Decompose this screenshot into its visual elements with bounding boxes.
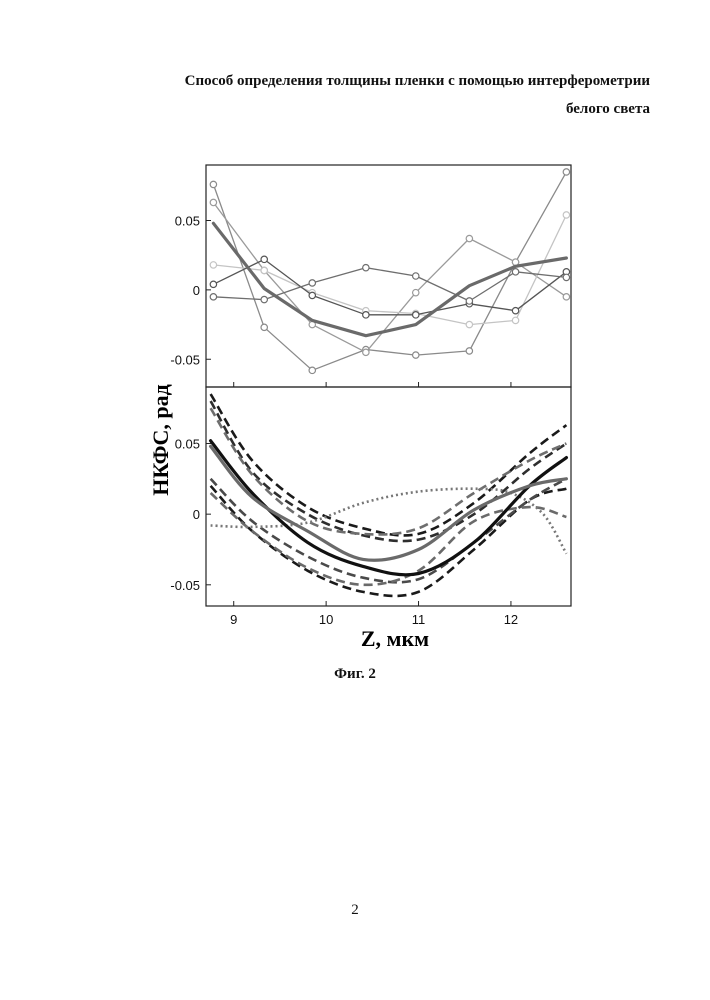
top-plot-frame bbox=[206, 165, 571, 387]
top-y-tick-label: -0.05 bbox=[170, 352, 200, 367]
top-series-4-marker bbox=[261, 256, 267, 262]
top-series-3-marker bbox=[210, 262, 216, 268]
top-series-5-marker bbox=[261, 296, 267, 302]
y-axis-label: НКФС, рад bbox=[148, 384, 173, 496]
top-series-4-marker bbox=[363, 312, 369, 318]
figure-chart: 0.05 0 -0.05 0.05 0 -0.05 9 10 11 12 НКФС, рад Z… bbox=[140, 160, 590, 660]
bottom-y-tick-label: 0.05 bbox=[175, 437, 200, 452]
top-panel: 0.05 0 -0.05 bbox=[170, 165, 571, 387]
top-series-2-marker bbox=[466, 235, 472, 241]
x-tick-label: 11 bbox=[412, 612, 426, 627]
top-series-1-marker bbox=[563, 169, 569, 175]
top-series-2-marker bbox=[363, 349, 369, 355]
top-series-1-marker bbox=[261, 324, 267, 330]
x-tick-label: 12 bbox=[504, 612, 518, 627]
top-series-5-marker bbox=[466, 298, 472, 304]
top-series-2-marker bbox=[413, 289, 419, 295]
bottom-series-line-3 bbox=[211, 408, 567, 534]
top-series-5-marker bbox=[309, 280, 315, 286]
top-series-5-marker bbox=[363, 264, 369, 270]
top-series-4-marker bbox=[413, 312, 419, 318]
top-series-3-marker bbox=[466, 321, 472, 327]
top-series-5-marker bbox=[210, 294, 216, 300]
top-series-1-marker bbox=[309, 367, 315, 373]
bottom-panel: 0.05 0 -0.05 9 10 11 12 bbox=[170, 387, 571, 627]
top-series-4-marker bbox=[309, 292, 315, 298]
bottom-y-tick-label: -0.05 bbox=[170, 578, 200, 593]
top-series-2-marker bbox=[210, 199, 216, 205]
x-tick-label: 9 bbox=[230, 612, 237, 627]
page-number: 2 bbox=[0, 902, 710, 919]
top-series-3-marker bbox=[512, 317, 518, 323]
top-series-3-marker bbox=[261, 267, 267, 273]
top-series-3-marker bbox=[563, 212, 569, 218]
top-series-1-marker bbox=[413, 352, 419, 358]
top-series-5-marker bbox=[563, 274, 569, 280]
bottom-series-line-2 bbox=[211, 401, 567, 541]
top-series-4-marker bbox=[512, 307, 518, 313]
top-y-tick-label: 0.05 bbox=[175, 214, 200, 229]
x-axis-label: Z, мкм bbox=[361, 626, 429, 651]
top-y-tick-label: 0 bbox=[193, 283, 200, 298]
top-series-5-marker bbox=[413, 273, 419, 279]
top-series-4-marker bbox=[210, 281, 216, 287]
top-series-1-marker bbox=[210, 181, 216, 187]
document-title-line-2: белого света bbox=[130, 101, 650, 118]
top-series-1-marker bbox=[466, 348, 472, 354]
figure-caption: Фиг. 2 bbox=[0, 666, 710, 683]
bottom-y-tick-label: 0 bbox=[193, 507, 200, 522]
top-series-2-marker bbox=[563, 294, 569, 300]
x-tick-label: 10 bbox=[319, 612, 333, 627]
top-series-5-marker bbox=[512, 269, 518, 275]
bottom-series-line-5 bbox=[211, 479, 567, 582]
document-title-line-1: Способ определения толщины пленки с помо… bbox=[130, 73, 650, 90]
bottom-series-line-7 bbox=[211, 489, 567, 554]
